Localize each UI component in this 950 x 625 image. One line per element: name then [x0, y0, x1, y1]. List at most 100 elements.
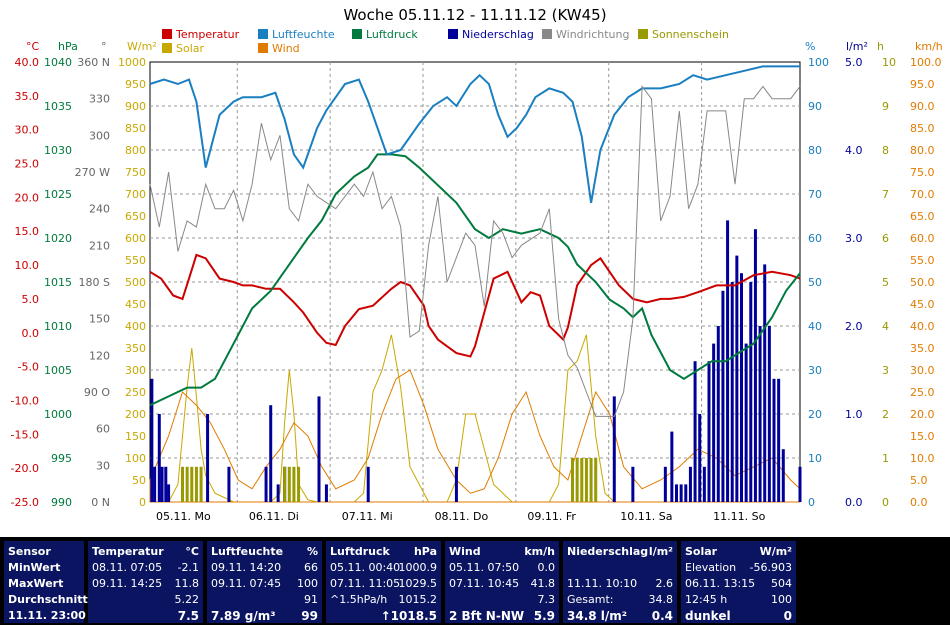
axis-0-tick-3: 25.0 — [15, 158, 40, 171]
axis-5-tick-3: 2.0 — [845, 320, 863, 333]
axis-1-tick-0: 1040 — [44, 56, 72, 69]
stats-luftfeuchte-row-1: 09.11. 07:45 100 — [211, 577, 318, 591]
stats-luftdruck-header: Luftdruck hPa — [330, 545, 437, 559]
stats-wind-row-2-value: 7.3 — [537, 593, 556, 606]
axis-0-tick-6: 10.0 — [15, 259, 40, 272]
bar-niederschlag-5 — [167, 484, 171, 502]
axis-6-tick-7: 3 — [882, 364, 889, 377]
bar-niederschlag-1 — [153, 466, 157, 502]
axis-4-tick-0: 100 — [808, 56, 829, 69]
stats-luftfeuchte-row-0: 09.11. 14:20 66 — [211, 561, 318, 575]
axis-2-tick-7: 150 — [89, 313, 110, 326]
axis-0-tick-8: 0.0 — [22, 327, 40, 340]
axis-4-tick-6: 40 — [808, 320, 822, 333]
stats-sensor-header: Sensor — [8, 545, 51, 558]
bar-sonnenschein-0 — [181, 466, 184, 502]
axis-3-tick-8: 600 — [125, 232, 146, 245]
axis-1-tick-5: 1015 — [44, 276, 72, 289]
axis-6-tick-9: 1 — [882, 452, 889, 465]
stats-niederschlag-current-value: 0.4 — [651, 609, 673, 623]
axis-3-tick-20: 0 — [139, 496, 146, 509]
axis-unit-7: km/h — [915, 40, 943, 53]
axis-unit-6: h — [877, 40, 884, 53]
axis-2-tick-11: 30 — [96, 459, 110, 472]
bar-niederschlag-22 — [684, 484, 688, 502]
axis-3-tick-19: 50 — [132, 474, 146, 487]
axis-1-tick-1: 1035 — [44, 100, 72, 113]
bar-niederschlag-30 — [721, 290, 725, 502]
axis-1-tick-4: 1020 — [44, 232, 72, 245]
stats-luftdruck-current-value: ↑1018.5 — [380, 609, 437, 623]
bar-niederschlag-16 — [612, 396, 616, 502]
stats-solar-row-0-value: -56.903 — [749, 561, 792, 574]
axis-3-tick-17: 150 — [125, 430, 146, 443]
axis-3-tick-18: 100 — [125, 452, 146, 465]
stats-current-time: 11.11. 23:00 — [8, 609, 86, 622]
bar-niederschlag-8 — [264, 466, 268, 502]
stats-wind-row-1-label: 07.11. 10:45 — [449, 577, 520, 590]
stats-wind-header: Wind km/h — [449, 545, 555, 559]
axis-unit-3: W/m² — [127, 40, 157, 53]
stats-wind-current-label: 2 Bft N-NW — [449, 609, 525, 623]
axis-2-tick-1: 330 — [89, 93, 110, 106]
stats-luftdruck-row-2-value: 1015.2 — [398, 593, 438, 606]
axis-3-tick-7: 650 — [125, 210, 146, 223]
axis-2-tick-6: 180 S — [79, 276, 110, 289]
stats-niederschlag-header-value: l/m² — [648, 545, 673, 558]
bar-sonnenschein-4 — [199, 466, 203, 502]
stats-luftfeuchte-row-0-label: 09.11. 14:20 — [211, 561, 282, 574]
grid — [150, 62, 800, 502]
series-windrichtung — [149, 84, 801, 417]
legend-label-0: Temperatur — [175, 28, 240, 41]
axis-3-tick-2: 900 — [125, 100, 146, 113]
legend-label-5: Sonnenschein — [652, 28, 729, 41]
bar-niederschlag-7 — [227, 466, 231, 502]
legend-swatch-3 — [448, 29, 458, 39]
axis-7-tick-12: 40.0 — [910, 320, 935, 333]
stats-solar-row-1: 06.11. 13:15 504 — [685, 577, 792, 591]
stats-min-label: MinWert — [8, 561, 61, 574]
stats-luftdruck-header-value: hPa — [413, 545, 437, 558]
axis-unit-1: hPa — [58, 40, 78, 53]
bar-niederschlag-14 — [366, 466, 370, 502]
axis-3-tick-0: 1000 — [118, 56, 146, 69]
axis-7-tick-18: 10.0 — [910, 452, 935, 465]
stats-solar-row-2: 12:45 h 100 — [685, 593, 792, 607]
axis-4-tick-10: 0 — [808, 496, 815, 509]
stats-solar-header-label: Solar — [685, 545, 718, 558]
stats-luftdruck-row-0-value: 1000.9 — [398, 561, 438, 574]
series-wind — [149, 369, 801, 503]
bar-niederschlag-23 — [688, 466, 692, 502]
axis-3-tick-13: 350 — [125, 342, 146, 355]
stats-solar-row-2-value: 100 — [771, 593, 792, 606]
bar-niederschlag-18 — [663, 466, 667, 502]
bar-niederschlag-38 — [758, 326, 762, 502]
stats-luftfeuchte-column: Luftfeuchte% 09.11. 14:20 66 09.11. 07:45 10… — [207, 541, 322, 623]
stats-luftdruck-current: ↑1018.5 — [330, 609, 437, 623]
bar-niederschlag-6 — [206, 414, 210, 502]
stats-temperatur-row-1-label: 09.11. 14:25 — [92, 577, 163, 590]
legend-label-3: Niederschlag — [462, 28, 534, 41]
bar-sonnenschein-1 — [185, 466, 189, 502]
stats-luftfeuchte-current-label: 7.89 g/m³ — [211, 609, 276, 623]
axis-3-tick-14: 300 — [125, 364, 146, 377]
stats-max-label: MaxWert — [8, 577, 64, 590]
axis-1-tick-6: 1010 — [44, 320, 72, 333]
stats-luftfeuchte-current-value: 99 — [301, 609, 318, 623]
stats-solar-header-value: W/m² — [759, 545, 792, 558]
axis-4-tick-9: 10 — [808, 452, 822, 465]
axis-5-tick-1: 4.0 — [845, 144, 863, 157]
x-label-5: 10.11. Sa — [620, 510, 672, 523]
axis-3-tick-15: 250 — [125, 386, 146, 399]
bar-sonnenschein-6 — [287, 466, 291, 502]
stats-luftdruck-row-2-label: ^1.5hPa/h — [330, 593, 388, 606]
axis-3-tick-3: 850 — [125, 122, 146, 135]
axis-4-tick-1: 90 — [808, 100, 822, 113]
stats-wind-row-2: 7.3 — [449, 593, 556, 607]
axis-3-tick-10: 500 — [125, 276, 146, 289]
axis-0-tick-1: 35.0 — [15, 90, 40, 103]
stats-luftfeuchte-row-2: 91 — [211, 593, 318, 607]
stats-temperatur-current-value: 7.5 — [177, 609, 199, 623]
legend-swatch-0 — [162, 29, 172, 39]
bar-sonnenschein-3 — [194, 466, 198, 502]
